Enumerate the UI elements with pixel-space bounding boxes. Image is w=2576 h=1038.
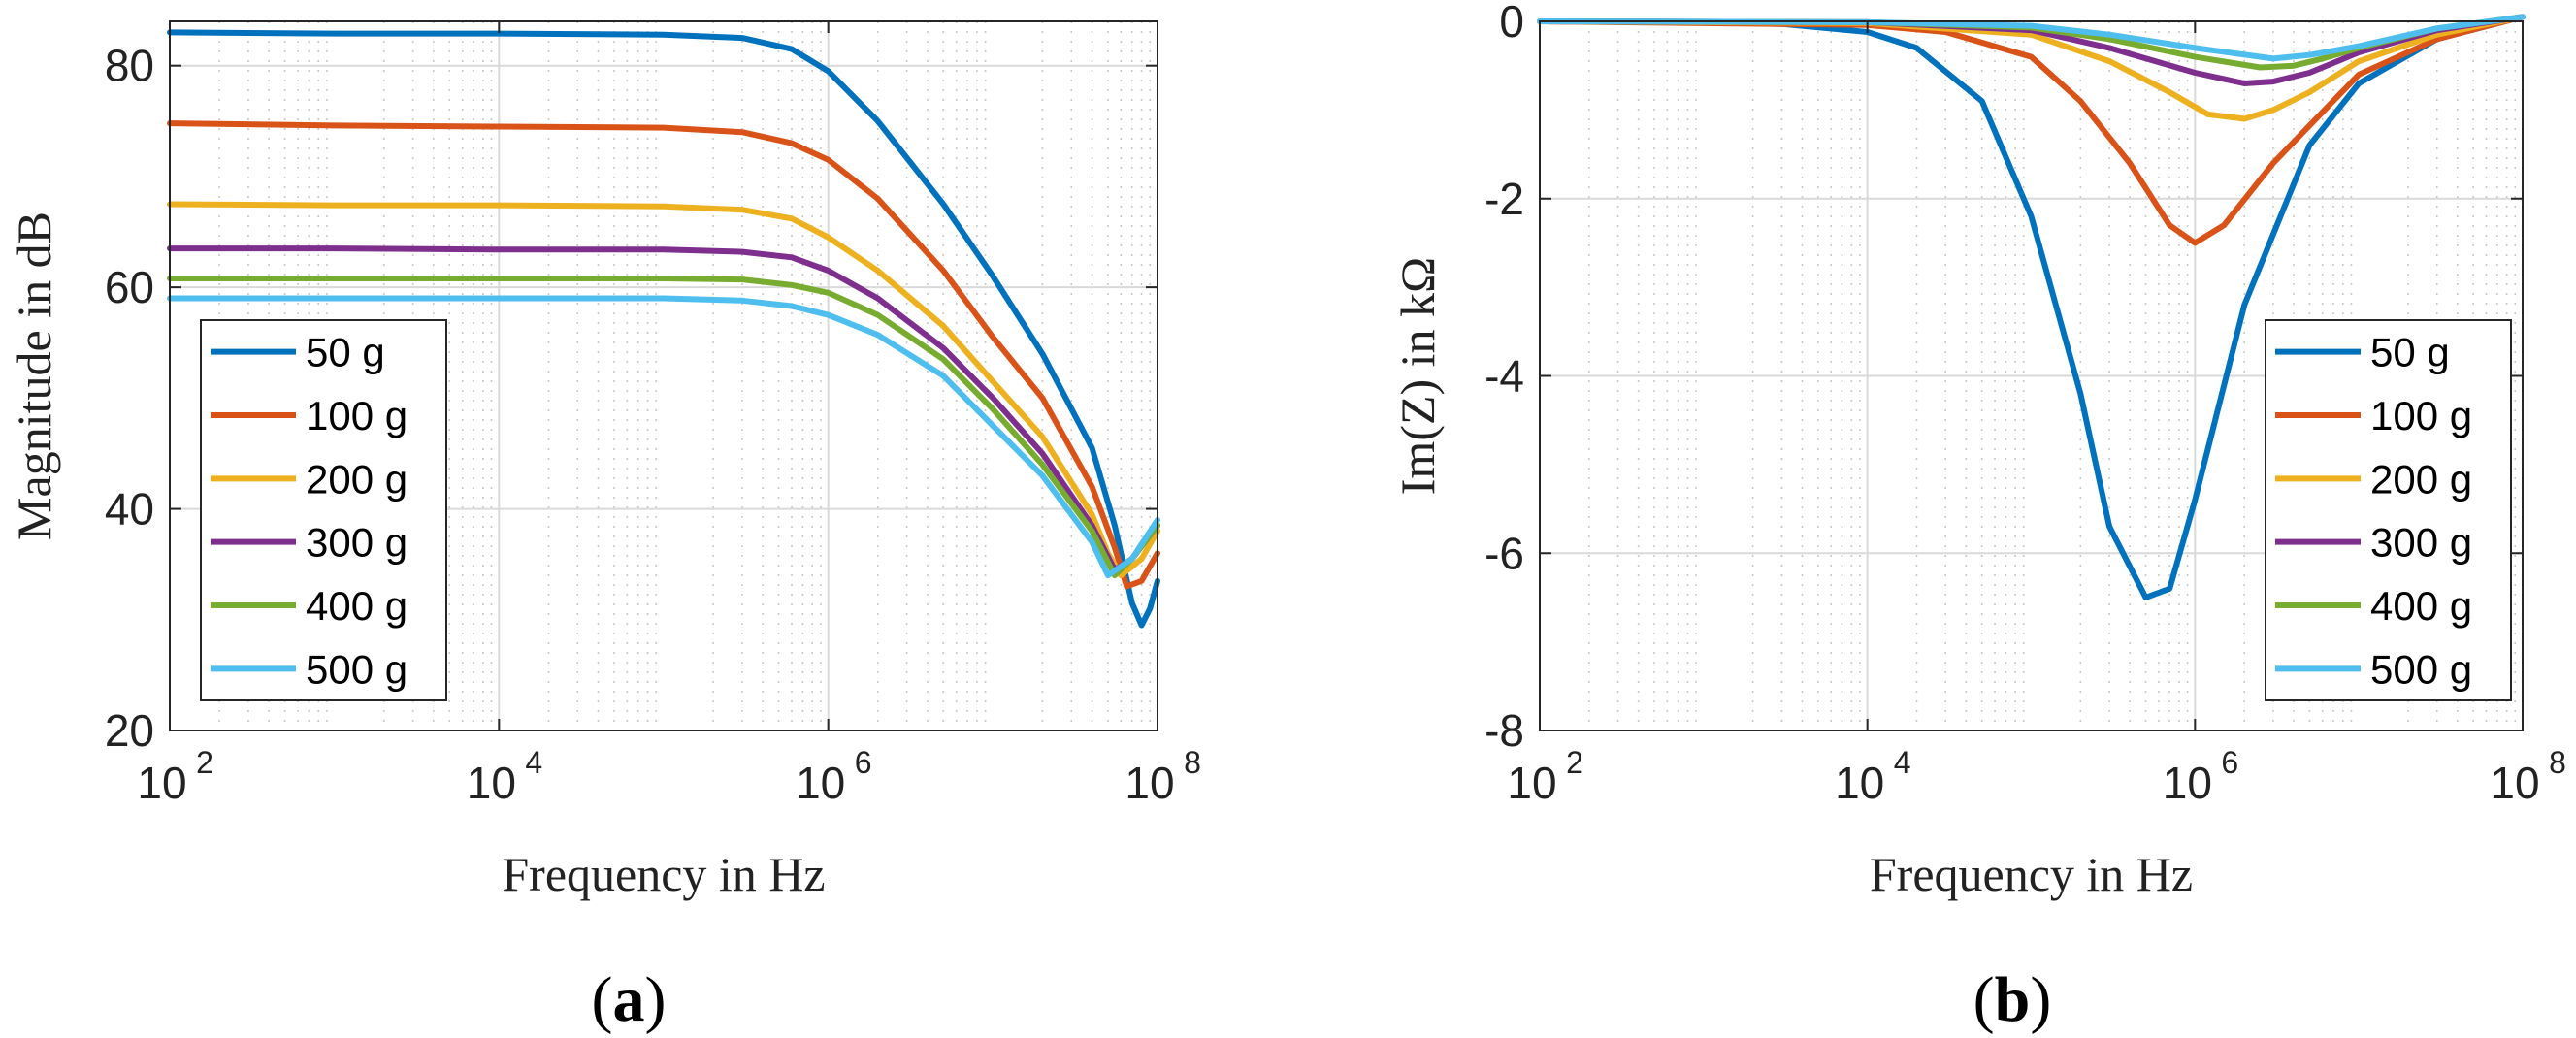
chart-a-x-axis-label: Frequency in Hz: [502, 847, 825, 901]
chart-b-legend-entry: 500 g: [2370, 646, 2472, 692]
chart-a-x-tick-label: 10: [467, 758, 516, 808]
chart-a-x-tick-exponent: 2: [196, 745, 213, 780]
chart-a-legend-entry: 100 g: [306, 393, 408, 438]
chart-b-y-tick-label: 0: [1499, 0, 1524, 47]
chart-a-y-tick-label: 60: [105, 262, 154, 312]
chart-b-y-tick-label: -2: [1484, 174, 1524, 224]
chart-b-y-tick-label: -8: [1484, 705, 1524, 756]
chart-a-legend-entry: 200 g: [306, 456, 408, 502]
chart-a-x-tick-exponent: 6: [855, 745, 872, 780]
chart-a-x-tick-exponent: 4: [525, 745, 542, 780]
chart-b-x-tick-exponent: 2: [1566, 745, 1583, 780]
chart-a-y-tick-label: 20: [105, 705, 154, 756]
chart-b-x-tick-label: 10: [2490, 758, 2539, 808]
chart-b-y-tick-label: -4: [1484, 351, 1524, 402]
chart-b-series-200g: [1537, 14, 2526, 122]
chart-b-x-tick-exponent: 4: [1894, 745, 1911, 780]
chart-b-x-tick-label: 10: [1835, 758, 1884, 808]
chart-a-y-tick-label: 80: [105, 41, 154, 91]
chart-a-panel-label: (a): [592, 964, 667, 1035]
chart-a-series-500g: [167, 295, 1160, 579]
chart-a-y-tick-label: 40: [105, 484, 154, 535]
chart-b-x-tick-exponent: 8: [2549, 745, 2566, 780]
chart-b-series-50g: [1537, 14, 2526, 600]
chart-b-legend: 50 g 100 g 200 g 300 g 400 g 500 g: [2265, 319, 2512, 701]
chart-a-x-tick-exponent: 8: [1184, 745, 1201, 780]
chart-b-legend-entry: 200 g: [2370, 456, 2472, 502]
chart-a-legend-entry: 50 g: [306, 330, 385, 375]
chart-b-legend-entry: 100 g: [2370, 393, 2472, 438]
chart-b-x-tick-label: 10: [1507, 758, 1556, 808]
chart-b: 10 2 10 4 10 6 10 8 -8 -6 -4 -2 0 Frequency in Hz Im(Z…: [1390, 0, 2566, 1035]
chart-a-legend: 50 g 100 g 200 g 300 g 400 g 500 g: [200, 319, 447, 701]
chart-a-series-400g: [167, 276, 1160, 579]
chart-b-series-100g: [1537, 14, 2526, 246]
chart-b-x-tick-label: 10: [2163, 758, 2212, 808]
chart-b-y-tick-label: -6: [1484, 528, 1524, 578]
chart-b-legend-entry: 50 g: [2370, 330, 2450, 375]
chart-a: 10 2 10 4 10 6 10 8 20 40 60 80 Frequency in Hz Magni…: [7, 20, 1201, 1035]
chart-a-legend-box: [200, 319, 447, 701]
chart-b-x-tick-exponent: 6: [2221, 745, 2238, 780]
chart-b-legend-entry: 400 g: [2370, 583, 2472, 629]
chart-a-x-tick-label: 10: [1125, 758, 1174, 808]
chart-a-legend-entry: 300 g: [306, 520, 408, 566]
chart-b-legend-box: [2265, 319, 2512, 701]
chart-a-legend-entry: 400 g: [306, 583, 408, 629]
chart-a-axes-box: [169, 20, 1158, 731]
chart-b-legend-entry: 300 g: [2370, 520, 2472, 566]
chart-a-legend-entry: 500 g: [306, 646, 408, 692]
chart-a-y-axis-label: Magnitude in dB: [7, 211, 61, 540]
chart-b-x-axis-label: Frequency in Hz: [1870, 847, 2193, 901]
chart-a-x-tick-label: 10: [796, 758, 845, 808]
chart-a-series-50g: [167, 29, 1160, 629]
chart-b-series-500g: [1537, 14, 2526, 62]
chart-b-panel-label: (b): [1973, 964, 2052, 1035]
chart-a-x-tick-label: 10: [137, 758, 186, 808]
chart-b-y-axis-label: Im(Z) in kΩ: [1390, 257, 1445, 495]
